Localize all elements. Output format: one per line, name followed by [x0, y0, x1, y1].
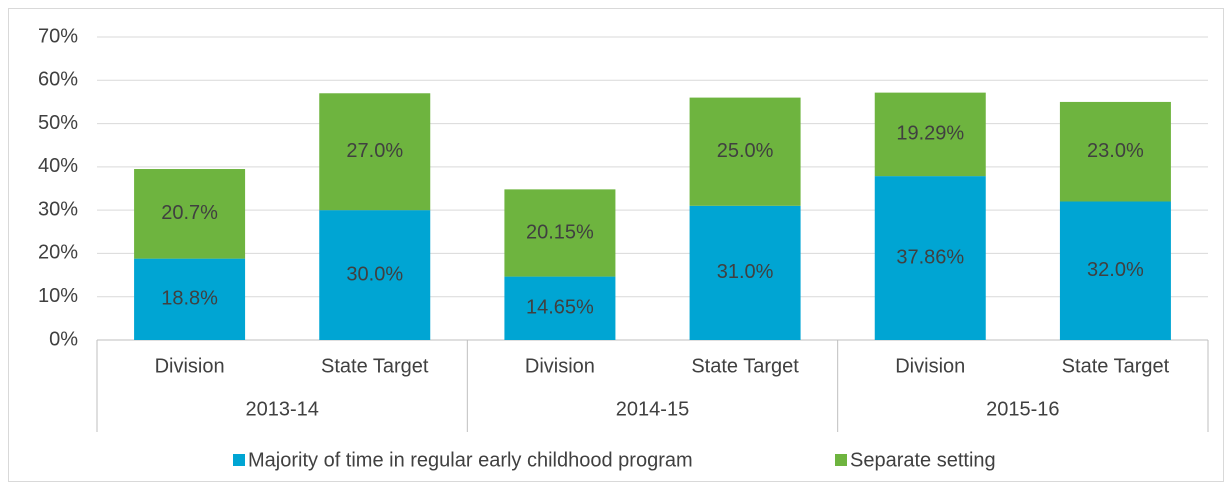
bar-segment — [1059, 101, 1171, 202]
data-label: 27.0% — [346, 140, 403, 162]
group-label: 2015-16 — [986, 398, 1059, 420]
data-label: 25.0% — [717, 140, 774, 162]
y-tick-label: 10% — [38, 285, 78, 307]
bar-segment — [689, 97, 801, 206]
bar-segment — [319, 210, 431, 340]
data-label: 18.8% — [161, 288, 218, 310]
legend-swatch — [835, 454, 847, 466]
data-label: 37.86% — [896, 246, 964, 268]
data-label: 19.29% — [896, 123, 964, 145]
y-tick-label: 70% — [38, 25, 78, 47]
bar-segment — [134, 258, 246, 340]
group-label: 2014-15 — [616, 398, 689, 420]
data-label: 31.0% — [717, 261, 774, 283]
x-tick-label: Division — [155, 355, 225, 377]
legend-label: Majority of time in regular early childh… — [248, 449, 693, 471]
group-label: 2013-14 — [245, 398, 318, 420]
data-label: 32.0% — [1087, 259, 1144, 281]
legend-label: Separate setting — [850, 449, 996, 471]
bar-segment — [319, 93, 431, 211]
bar-segment — [1059, 201, 1171, 340]
bar-segment — [689, 205, 801, 340]
y-tick-label: 40% — [38, 155, 78, 177]
bar-segment — [504, 189, 616, 277]
data-label: 20.7% — [161, 202, 218, 224]
bar-segment — [134, 169, 246, 259]
bar-segment — [504, 276, 616, 340]
y-tick-label: 30% — [38, 198, 78, 220]
y-tick-label: 60% — [38, 69, 78, 91]
x-tick-label: Division — [525, 355, 595, 377]
x-tick-label: Division — [895, 355, 965, 377]
data-label: 30.0% — [346, 263, 403, 285]
bar-segment — [874, 176, 986, 340]
data-label: 14.65% — [526, 297, 594, 319]
data-label: 23.0% — [1087, 140, 1144, 162]
y-tick-label: 50% — [38, 112, 78, 134]
y-tick-label: 0% — [49, 328, 78, 350]
y-tick-label: 20% — [38, 242, 78, 264]
x-tick-label: State Target — [691, 355, 799, 377]
legend-swatch — [233, 454, 245, 466]
x-tick-label: State Target — [321, 355, 429, 377]
data-label: 20.15% — [526, 221, 594, 243]
bar-segment — [874, 92, 986, 177]
x-tick-label: State Target — [1062, 355, 1170, 377]
